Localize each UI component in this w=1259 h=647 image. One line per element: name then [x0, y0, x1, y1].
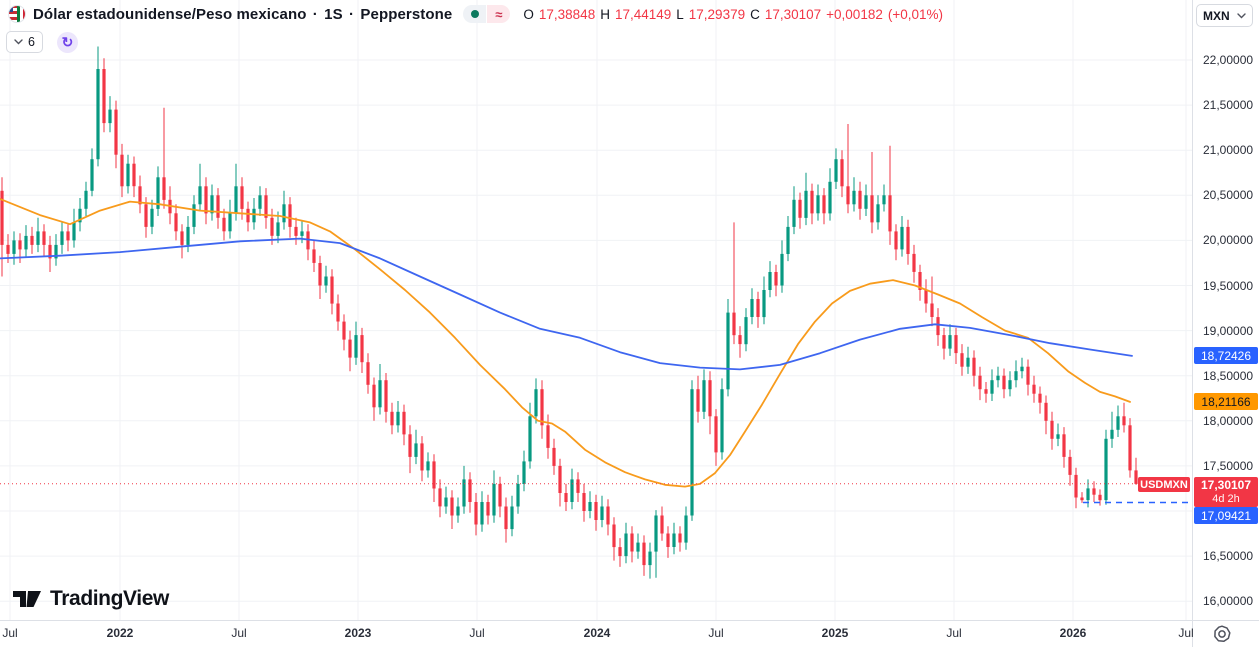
time-axis-month-label: Jul: [946, 626, 962, 640]
time-axis-year-label: 2022: [106, 626, 134, 640]
indicator-count: 6: [28, 35, 35, 49]
symbol-price-tag: USDMXN: [1138, 477, 1190, 492]
time-axis-year-label: 2023: [344, 626, 372, 640]
time-axis-month-label: Jul: [469, 626, 485, 640]
indicator-count-button[interactable]: 6: [6, 31, 43, 53]
currency-selector[interactable]: MXN: [1196, 4, 1253, 27]
open-label: O: [523, 6, 534, 22]
tradingview-logo[interactable]: TradingView: [12, 585, 169, 612]
chevron-down-icon: [14, 39, 23, 45]
time-axis-year-label: 2025: [821, 626, 849, 640]
interval-label: 1S: [324, 5, 343, 23]
price-axis-label: 18,50000: [1203, 368, 1254, 383]
time-axis-month-label: Jul: [231, 626, 247, 640]
time-axis-year-label: 2026: [1059, 626, 1087, 640]
last-price-badge: 17,30107 4d 2h: [1194, 477, 1258, 507]
currency-value: MXN: [1203, 8, 1230, 23]
price-axis-label: 17,50000: [1203, 458, 1254, 473]
change-percent: (+0,01%): [887, 6, 943, 22]
price-axis-label: 19,00000: [1203, 323, 1254, 338]
low-value: 17,29379: [688, 6, 746, 22]
close-label: C: [750, 6, 760, 22]
broker-label: Pepperstone: [360, 5, 453, 23]
ma-blue-value-badge: 18,72426: [1194, 347, 1258, 364]
change-value: +0,00182: [826, 6, 883, 22]
chevron-down-icon: [1237, 12, 1246, 18]
price-axis-label: 21,50000: [1203, 98, 1254, 113]
price-axis-label: 16,50000: [1203, 549, 1254, 564]
high-label: H: [600, 6, 610, 22]
ohlc-readout: O 17,38848 H 17,44149 L 17,29379 C 17,30107 …: [523, 7, 943, 22]
low-label: L: [676, 6, 684, 22]
time-axis-month-label: Jul: [1178, 626, 1194, 640]
approx-price-icon[interactable]: ≈: [487, 5, 511, 23]
time-axis-month-label: Jul: [2, 626, 18, 640]
open-value: 17,38848: [538, 6, 596, 22]
chart-legend-header: Dólar estadounidense/Peso mexicano · 1S …: [8, 5, 943, 23]
price-axis-label: 18,00000: [1203, 413, 1254, 428]
ma-orange-value-badge: 18,21166: [1194, 393, 1258, 410]
refresh-icon[interactable]: ↻: [56, 31, 78, 53]
close-value: 17,30107: [764, 6, 822, 22]
high-value: 17,44149: [614, 6, 672, 22]
price-axis-label: 21,00000: [1203, 143, 1254, 158]
price-axis-label: 20,00000: [1203, 233, 1254, 248]
time-axis-year-label: 2024: [583, 626, 611, 640]
price-axis-label: 19,50000: [1203, 278, 1254, 293]
price-axis-label: 20,50000: [1203, 188, 1254, 203]
market-open-dot-icon[interactable]: [463, 5, 487, 23]
tradingview-mark-icon: [13, 591, 41, 607]
price-axis-divider: [1192, 0, 1193, 647]
chart-toolbar: 6 ↻: [6, 31, 78, 53]
usdmxn-flag-icon: [8, 5, 26, 23]
price-axis-label: 22,00000: [1203, 53, 1254, 67]
price-axis-label: 16,00000: [1203, 594, 1254, 609]
market-status-badges: ≈: [463, 5, 511, 23]
gear-icon[interactable]: [1212, 624, 1232, 644]
last-price-value: 17,30107: [1200, 477, 1252, 492]
time-axis-month-label: Jul: [708, 626, 724, 640]
tradingview-wordmark: TradingView: [50, 586, 169, 610]
time-axis-divider: [0, 620, 1259, 621]
symbol-title[interactable]: Dólar estadounidense/Peso mexicano · 1S …: [33, 5, 453, 23]
low-marker-badge: 17,09421: [1194, 507, 1258, 524]
bar-countdown: 4d 2h: [1212, 492, 1240, 505]
